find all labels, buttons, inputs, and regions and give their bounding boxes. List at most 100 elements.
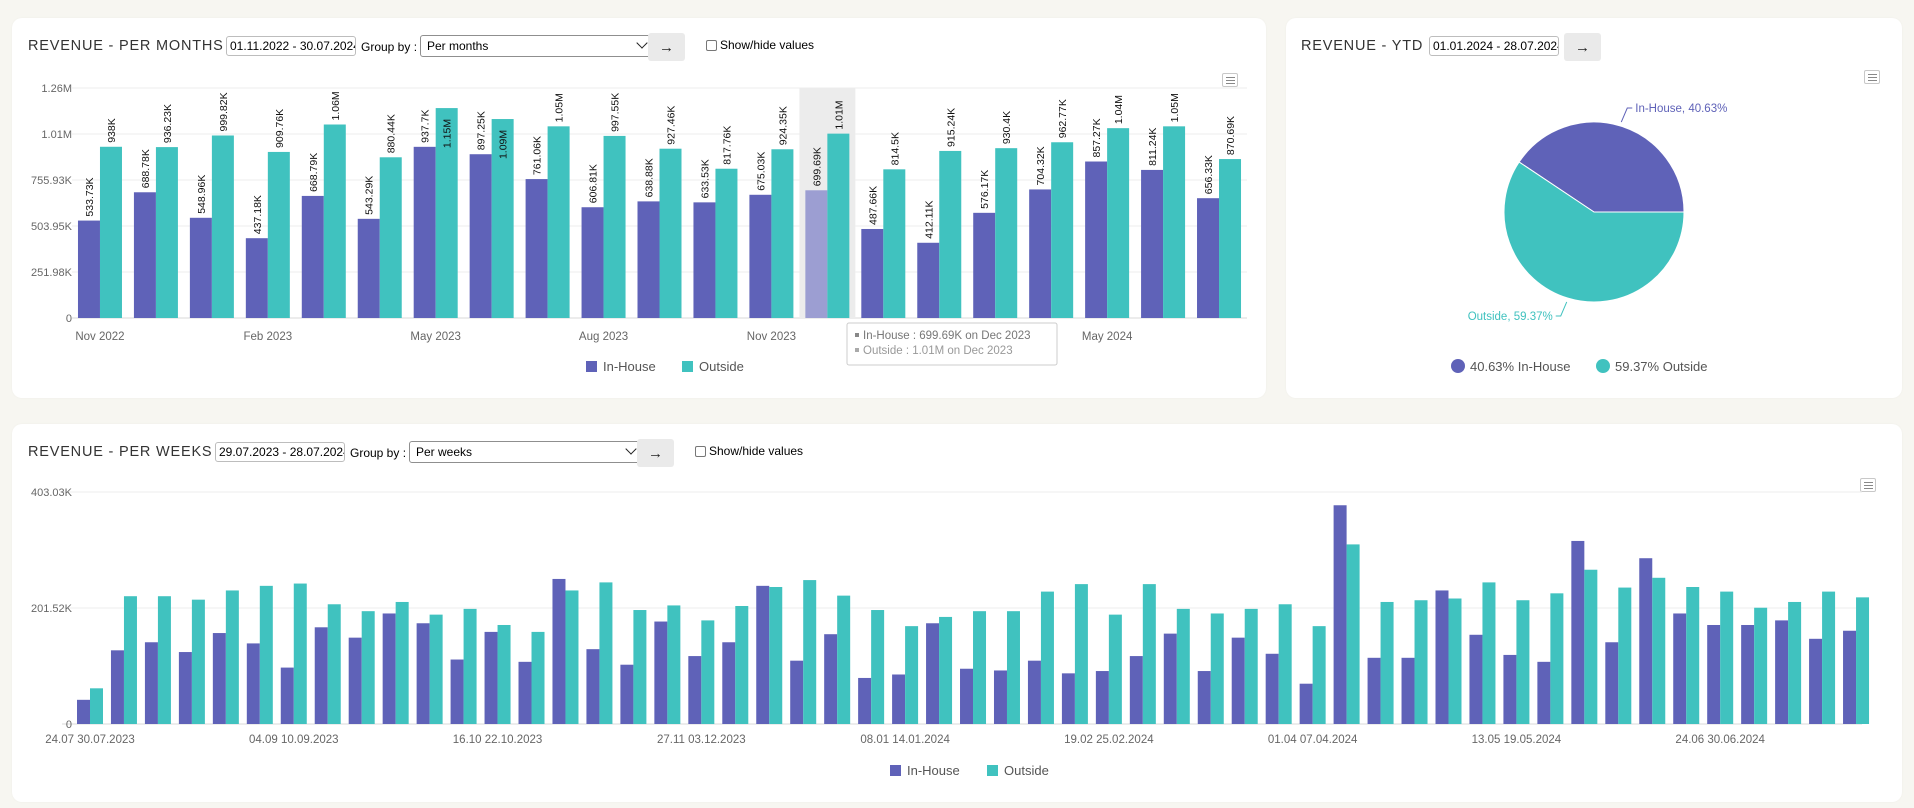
data-label-in-house: 633.53K bbox=[699, 159, 711, 198]
x-tick-label: 16.10 22.10.2023 bbox=[453, 734, 543, 746]
data-label-in-house: 761.06K bbox=[532, 136, 544, 175]
bar-outside bbox=[211, 135, 234, 318]
bar-in-house bbox=[1197, 198, 1220, 318]
data-label-in-house: 897.25K bbox=[476, 111, 488, 150]
tooltip-line: In-House : 699.69K on Dec 2023 bbox=[863, 330, 1031, 342]
data-label-outside: 814.5K bbox=[889, 132, 901, 165]
bar-outside bbox=[771, 149, 794, 318]
legend-swatch bbox=[987, 765, 998, 776]
weekly-chart-menu-icon[interactable] bbox=[1860, 478, 1876, 492]
bar-outside bbox=[633, 610, 647, 724]
bar-outside bbox=[871, 610, 885, 724]
bar-in-house bbox=[1027, 660, 1041, 724]
bar-in-house bbox=[1085, 161, 1108, 318]
weekly-show-values-checkbox[interactable] bbox=[695, 445, 706, 457]
data-label-outside: 870.69K bbox=[1225, 116, 1237, 155]
bar-outside bbox=[361, 611, 375, 724]
legend-swatch bbox=[1596, 359, 1610, 373]
x-tick-label: 01.04 07.04.2024 bbox=[1268, 734, 1358, 746]
bar-in-house bbox=[525, 179, 548, 318]
bar-in-house bbox=[1537, 661, 1551, 724]
weekly-show-values-label: Show/hide values bbox=[709, 444, 804, 458]
x-tick-label: 27.11 03.12.2023 bbox=[657, 734, 746, 746]
bar-outside bbox=[715, 168, 738, 318]
bar-in-house bbox=[382, 613, 396, 724]
data-label-outside: 1.09M bbox=[498, 130, 510, 159]
bar-in-house bbox=[1367, 657, 1381, 724]
bar-in-house bbox=[1095, 671, 1109, 724]
data-label-outside: 930.4K bbox=[1001, 111, 1013, 144]
bar-outside bbox=[155, 147, 178, 318]
monthly-show-values-checkbox[interactable] bbox=[706, 39, 717, 51]
weekly-show-values-toggle[interactable]: Show/hide values bbox=[695, 444, 803, 458]
bar-in-house bbox=[688, 656, 702, 724]
weekly-date-range-input[interactable]: 29.07.2023 - 28.07.2024 bbox=[215, 442, 345, 462]
bar-outside bbox=[1040, 591, 1054, 724]
bar-in-house bbox=[1197, 671, 1211, 724]
bar-outside bbox=[1380, 601, 1394, 724]
bar-outside bbox=[1219, 159, 1242, 318]
data-label-outside: 817.76K bbox=[721, 126, 733, 165]
monthly-date-range-input[interactable]: 01.11.2022 - 30.07.2024 bbox=[226, 36, 356, 56]
weekly-go-button[interactable]: → bbox=[637, 439, 674, 467]
bar-in-house bbox=[212, 633, 226, 724]
tooltip-line: Outside : 1.01M on Dec 2023 bbox=[863, 345, 1013, 357]
monthly-show-values-toggle[interactable]: Show/hide values bbox=[706, 38, 814, 52]
bar-outside bbox=[395, 601, 409, 724]
ytd-chart-menu-icon[interactable] bbox=[1864, 70, 1880, 84]
ytd-go-button[interactable]: → bbox=[1564, 33, 1601, 61]
bar-outside bbox=[769, 586, 783, 724]
bar-in-house bbox=[1503, 654, 1517, 724]
bar-outside bbox=[429, 614, 443, 724]
pie-leader-line bbox=[1555, 301, 1568, 317]
weekly-group-by-select[interactable]: Per weeks bbox=[409, 441, 641, 463]
monthly-chart-menu-icon[interactable] bbox=[1222, 73, 1238, 87]
x-tick-label: Feb 2023 bbox=[244, 331, 293, 343]
data-label-in-house: 675.03K bbox=[755, 152, 767, 191]
bar-in-house bbox=[756, 585, 770, 724]
data-label-in-house: 576.17K bbox=[979, 170, 991, 209]
data-label-in-house: 937.7K bbox=[420, 110, 432, 143]
bar-in-house bbox=[1401, 657, 1415, 724]
y-tick-label: 201.52K bbox=[31, 603, 73, 615]
bar-outside bbox=[837, 595, 851, 724]
bar-outside bbox=[191, 599, 205, 724]
bar-in-house bbox=[1741, 624, 1755, 724]
bar-in-house bbox=[1029, 189, 1052, 318]
bar-in-house bbox=[1639, 558, 1653, 724]
ytd-title: REVENUE - YTD bbox=[1301, 38, 1424, 54]
bar-outside bbox=[491, 119, 514, 319]
tooltip-bullet bbox=[855, 348, 859, 352]
bar-outside bbox=[1448, 598, 1462, 724]
bar-outside bbox=[667, 605, 681, 724]
bar-in-house bbox=[749, 194, 772, 318]
bar-outside bbox=[1074, 584, 1088, 724]
monthly-group-by-value: Per months bbox=[427, 39, 489, 53]
bar-in-house bbox=[1265, 653, 1279, 724]
data-label-outside: 924.35K bbox=[777, 106, 789, 145]
x-tick-label: Aug 2023 bbox=[579, 331, 628, 343]
bar-in-house bbox=[654, 621, 668, 724]
bar-in-house bbox=[960, 668, 974, 724]
bar-in-house bbox=[280, 667, 294, 724]
data-label-in-house: 857.27K bbox=[1091, 118, 1103, 157]
bar-in-house bbox=[926, 623, 940, 724]
data-label-outside: 1.04M bbox=[1113, 95, 1125, 124]
bar-in-house bbox=[1231, 637, 1245, 724]
bar-in-house bbox=[1469, 634, 1483, 724]
bar-outside bbox=[1550, 593, 1564, 724]
tooltip-bullet bbox=[855, 333, 859, 337]
bar-in-house bbox=[1843, 630, 1857, 724]
bar-outside bbox=[995, 148, 1018, 318]
data-label-outside: 927.46K bbox=[666, 106, 678, 145]
data-label-outside: 915.24K bbox=[945, 108, 957, 147]
bar-outside bbox=[1163, 126, 1186, 318]
bar-in-house bbox=[892, 674, 906, 724]
monthly-go-button[interactable]: → bbox=[648, 33, 685, 61]
bar-outside bbox=[1686, 586, 1700, 724]
ytd-date-range-input[interactable]: 01.01.2024 - 28.07.2024 bbox=[1429, 36, 1559, 56]
bar-outside bbox=[90, 688, 103, 724]
data-label-in-house: 548.96K bbox=[196, 175, 208, 214]
bar-in-house bbox=[1141, 169, 1164, 318]
bar-in-house bbox=[348, 637, 362, 724]
